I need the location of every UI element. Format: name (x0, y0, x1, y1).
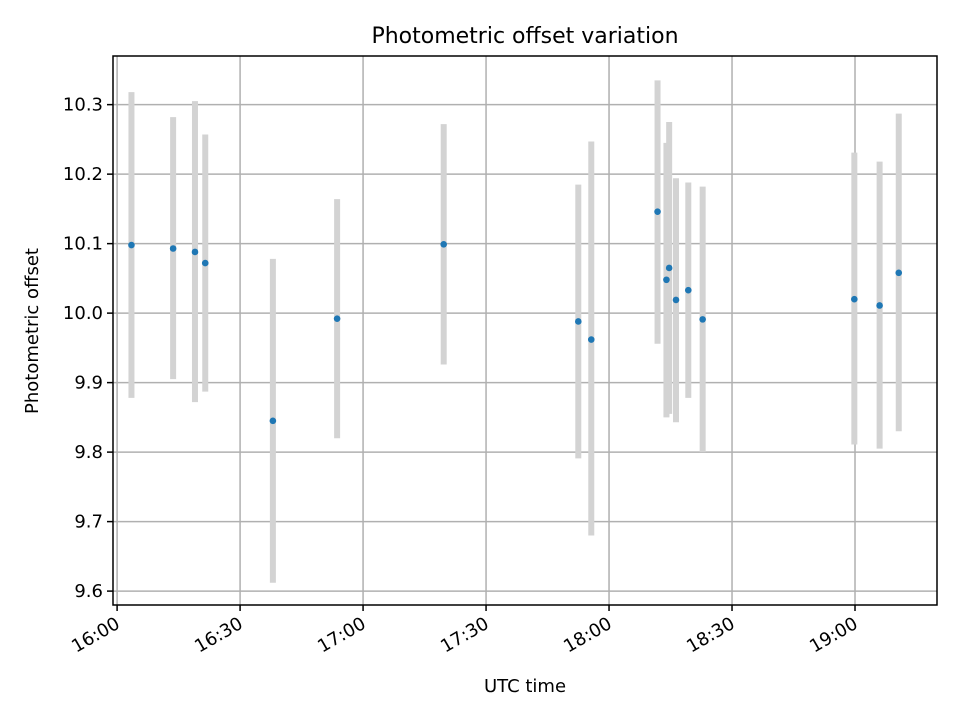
y-tick-label: 9.6 (74, 581, 103, 602)
data-point (201, 259, 209, 267)
data-point (665, 264, 673, 272)
plot-frame (112, 55, 938, 606)
y-axis-ticks: 9.6 9.7 9.8 9.9 10.0 10.1 10.2 10.3 (63, 95, 113, 602)
data-point (663, 276, 670, 284)
data-point (574, 318, 582, 325)
data-point (654, 208, 661, 215)
data-point (440, 241, 447, 248)
x-axis-label: UTC time (484, 676, 566, 697)
y-tick-label: 9.7 (74, 512, 103, 533)
data-point (128, 241, 135, 249)
y-axis-label: Photometric offset (22, 248, 43, 414)
data-point (876, 302, 883, 309)
data-point (851, 295, 858, 303)
chart-title: Photometric offset variation (371, 24, 678, 49)
y-tick-label: 9.9 (74, 373, 103, 394)
data-point (895, 269, 903, 277)
grid (113, 56, 937, 605)
data-point (699, 316, 706, 323)
data-point (684, 286, 692, 294)
data-point (672, 296, 680, 304)
data-point (169, 245, 177, 252)
y-tick-label: 10.2 (63, 164, 103, 185)
data-point (587, 336, 595, 343)
y-tick-label: 10.3 (63, 95, 103, 116)
y-tick-label: 10.0 (63, 303, 103, 324)
data-point (191, 248, 199, 256)
data-point (269, 417, 277, 425)
y-tick-label: 9.8 (74, 442, 103, 463)
data-point (333, 315, 341, 322)
y-tick-label: 10.1 (63, 234, 103, 255)
data-points (128, 208, 903, 425)
